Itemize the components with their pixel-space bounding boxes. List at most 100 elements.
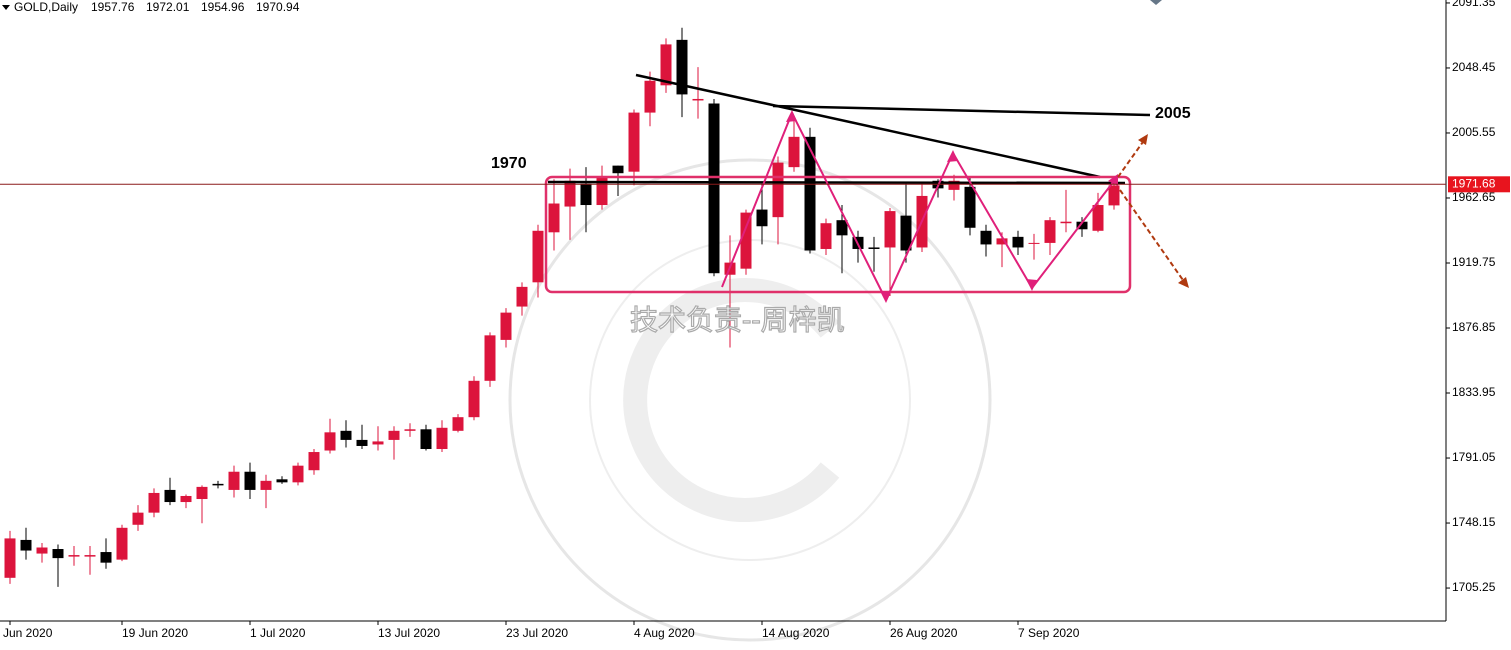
- arrow-head: [880, 291, 891, 303]
- candle-body: [692, 98, 704, 101]
- y-tick-label: 1705.25: [1452, 580, 1496, 594]
- x-tick-label: 19 Jun 2020: [122, 626, 188, 640]
- candle-body: [564, 180, 576, 207]
- x-tick-label: 13 Jul 2020: [378, 626, 440, 640]
- candle-body: [740, 212, 752, 269]
- resistance-line: [772, 104, 1151, 117]
- candle-body: [772, 162, 784, 218]
- x-tick-label: 14 Aug 2020: [762, 626, 830, 640]
- chart-title: GOLD,Daily: [14, 0, 78, 14]
- candle-body: [1092, 205, 1104, 231]
- ohlc-open: 1957.76: [91, 0, 135, 14]
- candle-body: [836, 220, 848, 236]
- x-tick-label: 7 Sep 2020: [1018, 626, 1080, 640]
- watermark-circle: [508, 158, 992, 642]
- candle-body: [596, 177, 608, 206]
- arrow-head: [1026, 279, 1037, 291]
- trend-line: [635, 73, 1101, 179]
- candle-body: [4, 538, 16, 578]
- zigzag: [721, 110, 1118, 303]
- range-box: [544, 175, 1132, 294]
- candle-body: [868, 247, 880, 249]
- candle-body: [1060, 221, 1072, 224]
- x-tick-label: 1 Jul 2020: [250, 626, 306, 640]
- candle-body: [388, 430, 400, 440]
- current-price-tag: [1448, 176, 1510, 193]
- candle-body: [452, 417, 464, 431]
- candle-body: [292, 465, 304, 483]
- candle-body: [356, 439, 368, 446]
- y-tick-label: 1876.85: [1452, 320, 1496, 334]
- ohlc-high: 1972.01: [146, 0, 190, 14]
- candle-body: [372, 441, 384, 445]
- candle-body: [324, 432, 336, 451]
- candle-body: [468, 380, 480, 418]
- x-tick-label: Jun 2020: [3, 626, 53, 640]
- candle-body: [980, 230, 992, 245]
- candle-body: [196, 486, 208, 500]
- candle-body: [212, 483, 224, 486]
- candle-body: [1044, 220, 1056, 243]
- candle-body: [84, 555, 96, 557]
- candle-body: [228, 471, 240, 490]
- candle-body: [68, 555, 80, 557]
- candle-body: [52, 549, 64, 559]
- ohlc-close: 1970.94: [256, 0, 300, 14]
- arrow-head: [1178, 277, 1189, 288]
- candle-body: [1012, 236, 1024, 248]
- candle-body: [20, 539, 32, 551]
- annotation: 1970: [491, 155, 527, 172]
- y-tick-label: 2091.35: [1452, 0, 1496, 9]
- candle-body: [548, 203, 560, 233]
- candle-body: [1108, 185, 1120, 206]
- y-tick-label: 1919.75: [1452, 255, 1496, 269]
- y-tick-label: 1962.65: [1452, 190, 1496, 204]
- annotation: 2005: [1155, 105, 1191, 122]
- candle-body: [484, 335, 496, 381]
- candle-body: [276, 479, 288, 483]
- candle-body: [884, 211, 896, 248]
- candle-body: [420, 429, 432, 450]
- current-price-label: 1971.68: [1452, 176, 1496, 190]
- y-tick-label: 2048.45: [1452, 60, 1496, 74]
- support-line: [547, 180, 1126, 185]
- candle-body: [148, 492, 160, 513]
- symbol-menu[interactable]: [2, 5, 10, 10]
- y-tick-label: 1833.95: [1452, 385, 1496, 399]
- ohlc-low: 1954.96: [201, 0, 245, 14]
- candle-body: [948, 180, 960, 190]
- candle-body: [100, 552, 112, 563]
- arrow-head: [1138, 134, 1148, 145]
- candle-body: [516, 286, 528, 307]
- candle-body: [1076, 221, 1088, 230]
- y-tick-label: 1791.05: [1452, 450, 1496, 464]
- candle-body: [628, 112, 640, 172]
- candle-body: [756, 209, 768, 227]
- candle-body: [788, 136, 800, 168]
- candle-body: [308, 452, 320, 471]
- candle-body: [660, 44, 672, 86]
- candle-body: [820, 223, 832, 249]
- candle-body: [964, 186, 976, 228]
- marker: [1150, 0, 1162, 5]
- candle-body: [260, 480, 272, 490]
- candle-body: [1028, 242, 1040, 244]
- arrow-head: [947, 150, 958, 162]
- x-tick-label: 23 Jul 2020: [506, 626, 568, 640]
- candle-body: [996, 238, 1008, 245]
- watermark-text: 技术负责--周梓凯: [630, 304, 845, 335]
- candle-body: [500, 312, 512, 340]
- arrow-head: [786, 110, 797, 122]
- candle-body: [804, 136, 816, 251]
- candle-body: [404, 429, 416, 431]
- candle-body: [900, 215, 912, 251]
- candle-body: [132, 512, 144, 525]
- candle-body: [612, 165, 624, 174]
- arrow-head: [1108, 174, 1118, 186]
- x-tick-label: 4 Aug 2020: [634, 626, 695, 640]
- candle-body: [708, 103, 720, 274]
- candle-body: [36, 547, 48, 554]
- candle-body: [580, 183, 592, 206]
